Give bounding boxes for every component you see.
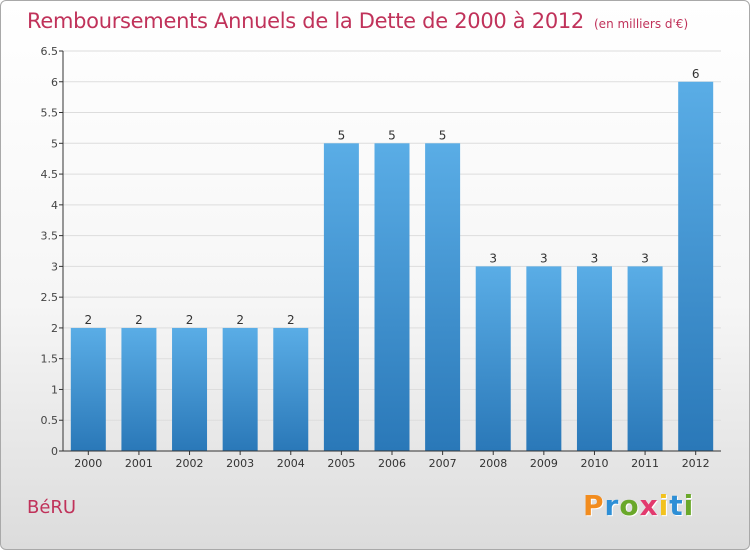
logo-letter: o [619,489,640,522]
chart-title-text: Remboursements Annuels de la Dette de 20… [27,9,584,33]
x-tick-label: 2002 [176,457,204,470]
bar-2004 [273,327,309,451]
bar-value-label: 2 [84,313,92,327]
chart-subtitle: (en milliers d'€) [594,17,689,31]
y-tick-label: 1 [51,383,58,396]
bar-value-label: 5 [338,128,346,142]
y-tick-label: 6.5 [41,45,59,58]
bars: 2 2 2 2 2 5 5 5 3 3 3 3 6 [70,67,714,452]
logo-letter: r [604,489,620,522]
bar-2003 [222,327,258,451]
bar-value-label: 2 [186,313,194,327]
y-tick-label: 3.5 [41,230,59,243]
bar-value-label: 2 [236,313,244,327]
bar-value-label: 3 [591,251,599,265]
bar-2008 [475,266,511,451]
x-axis: 2000 2001 2002 2003 2004 2005 2006 2007 2008 2009… [74,451,710,470]
x-tick-label: 2004 [277,457,305,470]
logo-letter: x [639,489,659,522]
bar-2000 [70,327,106,451]
y-tick-label: 2.5 [41,291,59,304]
bar-value-label: 3 [540,251,548,265]
y-tick-label: 4 [51,199,58,212]
bar-2002 [172,327,208,451]
bar-2009 [526,266,562,451]
y-tick-label: 4.5 [41,168,59,181]
x-tick-label: 2001 [125,457,153,470]
logo-letter: i [683,489,695,522]
y-tick-label: 2 [51,322,58,335]
location-label: BéRU [27,497,77,518]
bar-value-label: 5 [439,128,447,142]
bar-2005 [323,143,359,452]
x-tick-label: 2005 [327,457,355,470]
logo-letter: P [583,489,605,522]
x-tick-label: 2003 [226,457,254,470]
y-tick-label: 3 [51,260,58,273]
bar-value-label: 2 [287,313,295,327]
x-tick-label: 2007 [429,457,457,470]
x-tick-label: 2006 [378,457,406,470]
bar-value-label: 3 [489,251,497,265]
logo-letter: t [669,489,684,522]
proxiti-logo: Proxiti [583,489,694,522]
bar-2010 [576,266,612,451]
x-tick-label: 2012 [682,457,710,470]
bar-value-label: 3 [641,251,649,265]
x-tick-label: 2010 [580,457,608,470]
y-tick-label: 0 [51,445,58,458]
bar-2012 [678,81,714,452]
y-tick-label: 1.5 [41,353,59,366]
x-tick-label: 2000 [74,457,102,470]
bar-value-label: 6 [692,67,700,81]
chart-title: Remboursements Annuels de la Dette de 20… [27,9,688,33]
bar-2001 [121,327,157,451]
y-tick-label: 0.5 [41,414,59,427]
y-tick-label: 6 [51,76,58,89]
x-tick-label: 2008 [479,457,507,470]
bar-2007 [425,143,461,452]
bar-2006 [374,143,410,452]
bar-2011 [627,266,663,451]
y-axis: 0 0.5 1 1.5 2 2.5 3 3.5 4 4.5 5 5.5 6 6.5 [41,45,63,458]
y-tick-label: 5.5 [41,107,59,120]
x-tick-label: 2009 [530,457,558,470]
bar-value-label: 5 [388,128,396,142]
bar-value-label: 2 [135,313,143,327]
x-tick-label: 2011 [631,457,659,470]
logo-letter: i [658,489,670,522]
y-tick-label: 5 [51,137,58,150]
